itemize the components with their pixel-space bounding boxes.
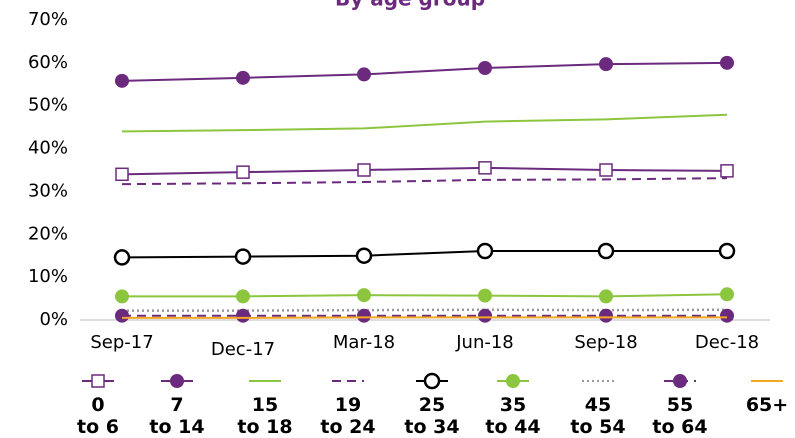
point (478, 288, 492, 303)
y-tick-label: 0% (39, 309, 68, 330)
point (599, 57, 613, 72)
point (236, 70, 250, 85)
x-tick-label: Dec-18 (695, 332, 759, 353)
point (718, 242, 736, 260)
point (357, 67, 371, 82)
point (597, 242, 615, 260)
point (115, 289, 129, 304)
point (720, 287, 734, 302)
point (357, 308, 371, 323)
point (236, 165, 250, 179)
legend-marker (91, 374, 105, 388)
legend-label: 35 to 44 (485, 394, 541, 438)
series-line (121, 177, 728, 186)
point (115, 73, 129, 88)
point (357, 288, 371, 303)
legend-label: 55 to 64 (652, 394, 708, 438)
point (236, 308, 250, 323)
legend-marker (170, 374, 184, 388)
series-line (121, 113, 728, 133)
x-tick-label: Dec-17 (211, 339, 275, 360)
series-line (122, 308, 728, 312)
y-tick-label: 50% (28, 95, 68, 116)
legend-label: 19 to 24 (320, 394, 376, 438)
point (599, 308, 613, 323)
legend-marker (423, 372, 441, 390)
point (113, 249, 131, 266)
x-tick-label: Jun-18 (455, 332, 514, 353)
series-line (121, 250, 727, 259)
y-tick-label: 20% (28, 223, 68, 244)
x-tick-label: Sep-18 (574, 332, 637, 353)
point (478, 161, 492, 175)
legend-label: 15 to 18 (237, 394, 293, 438)
x-tick-label: Mar-18 (333, 332, 395, 353)
y-tick-label: 40% (28, 138, 68, 159)
series-line (121, 61, 728, 82)
point (115, 308, 129, 323)
chart-title: By age group (335, 0, 485, 11)
point (720, 308, 734, 323)
point (599, 289, 613, 304)
y-tick-label: 30% (28, 180, 68, 201)
point (236, 289, 250, 304)
series-line (121, 166, 728, 176)
x-tick-label: Sep-17 (90, 332, 153, 353)
point (478, 61, 492, 75)
point (599, 163, 613, 177)
legend-label: 65+ (745, 394, 789, 416)
series-line (122, 293, 728, 298)
point (355, 247, 373, 264)
point (478, 308, 492, 323)
point (234, 248, 252, 265)
point (720, 55, 734, 70)
legend-label: 25 to 34 (404, 394, 460, 438)
y-tick-label: 70% (28, 9, 68, 30)
legend-label: 7 to 14 (149, 394, 205, 438)
legend-label: 0 to 6 (77, 394, 119, 438)
point (476, 242, 494, 260)
y-tick-label: 10% (28, 266, 68, 287)
y-tick-label: 60% (28, 52, 68, 73)
legend-marker (673, 374, 687, 388)
legend-label: 45 to 54 (570, 394, 626, 438)
point (357, 163, 371, 177)
legend-marker (506, 374, 520, 388)
point (720, 164, 734, 178)
point (115, 167, 129, 182)
